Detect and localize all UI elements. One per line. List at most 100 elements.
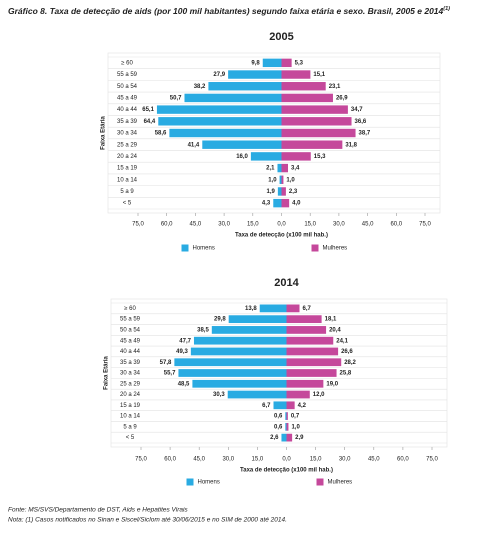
legend-label: Mulheres xyxy=(328,480,353,486)
value-label: 20,4 xyxy=(329,328,341,334)
bar xyxy=(156,105,282,114)
page-title: Gráfico 8. Taxa de detecção de aids (por… xyxy=(8,6,444,16)
value-label: 64,4 xyxy=(144,119,156,125)
y-tick-label: 45 a 49 xyxy=(120,338,141,344)
value-label: 38,5 xyxy=(197,328,209,334)
value-label: 15,3 xyxy=(314,154,326,160)
value-label: 1,0 xyxy=(286,177,295,183)
bar xyxy=(281,117,352,126)
value-label: 4,2 xyxy=(298,403,307,409)
y-tick-label: 10 a 14 xyxy=(117,177,138,183)
bar xyxy=(281,152,311,161)
bar xyxy=(178,369,287,377)
bar xyxy=(286,358,342,367)
note: Nota: (1) Casos notificados no Sinan e S… xyxy=(8,517,287,524)
value-label: 0,6 xyxy=(274,414,283,420)
legend-swatch xyxy=(311,244,319,252)
bar xyxy=(286,326,327,334)
value-label: 48,5 xyxy=(178,381,190,387)
bar xyxy=(281,198,290,208)
bar xyxy=(190,347,287,356)
x-tick-label: 30,0 xyxy=(222,457,234,463)
chart-title: 2005 xyxy=(269,31,293,43)
bar xyxy=(286,412,288,420)
value-label: 2,1 xyxy=(266,166,275,172)
x-tick-label: 60,0 xyxy=(390,222,402,228)
y-tick-label: 50 a 54 xyxy=(117,84,138,90)
y-tick-label: 5 a 9 xyxy=(120,189,134,195)
value-label: 0,7 xyxy=(291,414,300,420)
x-tick-label: 0,0 xyxy=(282,457,291,463)
bar xyxy=(228,70,282,79)
bar xyxy=(277,187,282,196)
bar xyxy=(286,336,334,345)
x-tick-label: 30,0 xyxy=(218,222,230,228)
value-label: 19,0 xyxy=(326,381,338,387)
value-label: 26,6 xyxy=(341,349,353,355)
x-tick-label: 75,0 xyxy=(419,222,431,228)
value-label: 9,8 xyxy=(251,60,260,66)
y-tick-label: < 5 xyxy=(123,201,132,207)
bar xyxy=(228,315,287,324)
bar xyxy=(202,140,282,149)
value-label: 29,8 xyxy=(214,317,226,323)
x-axis-label: Taxa de detecção (x100 mil hab.) xyxy=(235,233,328,239)
y-tick-label: 50 a 54 xyxy=(120,328,141,334)
value-label: 24,1 xyxy=(336,338,348,344)
y-tick-label: 35 a 39 xyxy=(117,119,138,125)
x-tick-label: 15,0 xyxy=(252,457,264,463)
bar xyxy=(273,198,282,208)
y-tick-label: ≥ 60 xyxy=(124,306,136,312)
bar xyxy=(281,140,343,149)
value-label: 55,7 xyxy=(164,371,176,377)
value-label: 5,3 xyxy=(295,60,304,66)
bar xyxy=(273,401,287,410)
x-axis-label: Taxa de detecção (x100 mil hab.) xyxy=(240,468,333,474)
source: Fonte: MS/SVS/Departamento de DST, Aids … xyxy=(8,507,188,514)
x-tick-label: 0,0 xyxy=(277,222,286,228)
value-label: 34,7 xyxy=(351,107,363,113)
bar xyxy=(281,163,289,173)
legend-label: Homens xyxy=(193,246,215,252)
bar xyxy=(281,93,333,103)
value-label: 41,4 xyxy=(188,142,200,148)
bar xyxy=(211,326,287,334)
y-axis-label: Faixa Etária xyxy=(104,355,110,389)
x-tick-label: 60,0 xyxy=(161,222,173,228)
value-label: 2,9 xyxy=(295,435,304,441)
bar xyxy=(277,163,282,173)
y-tick-label: 30 a 34 xyxy=(120,371,141,377)
value-label: 0,6 xyxy=(274,424,283,430)
bar xyxy=(193,336,287,345)
value-label: 16,0 xyxy=(236,154,248,160)
x-tick-label: 75,0 xyxy=(135,457,147,463)
bar xyxy=(286,390,310,399)
bar xyxy=(281,175,284,184)
y-tick-label: 25 a 29 xyxy=(120,381,141,387)
legend-label: Mulheres xyxy=(323,246,348,252)
y-tick-label: 15 a 19 xyxy=(117,166,138,172)
bar xyxy=(286,433,293,442)
value-label: 4,0 xyxy=(292,201,301,207)
y-axis-label: Faixa Etária xyxy=(101,115,107,149)
y-tick-label: 55 a 59 xyxy=(120,317,141,323)
page-title-group: Gráfico 8. Taxa de detecção de aids (por… xyxy=(8,6,450,16)
value-label: 6,7 xyxy=(302,306,311,312)
bar xyxy=(259,304,287,313)
y-tick-label: 20 a 24 xyxy=(120,392,141,398)
legend-swatch xyxy=(316,478,324,486)
x-tick-label: 30,0 xyxy=(333,222,345,228)
value-label: 13,8 xyxy=(245,306,257,312)
value-label: 1,0 xyxy=(268,177,277,183)
y-tick-label: < 5 xyxy=(126,435,135,441)
y-tick-label: 20 a 24 xyxy=(117,154,138,160)
value-label: 38,7 xyxy=(359,131,371,137)
bar xyxy=(184,93,282,103)
legend-swatch xyxy=(181,244,189,252)
bar xyxy=(286,347,339,356)
x-tick-label: 45,0 xyxy=(193,457,205,463)
bar xyxy=(281,128,356,138)
bar xyxy=(250,152,282,161)
value-label: 47,7 xyxy=(179,338,191,344)
